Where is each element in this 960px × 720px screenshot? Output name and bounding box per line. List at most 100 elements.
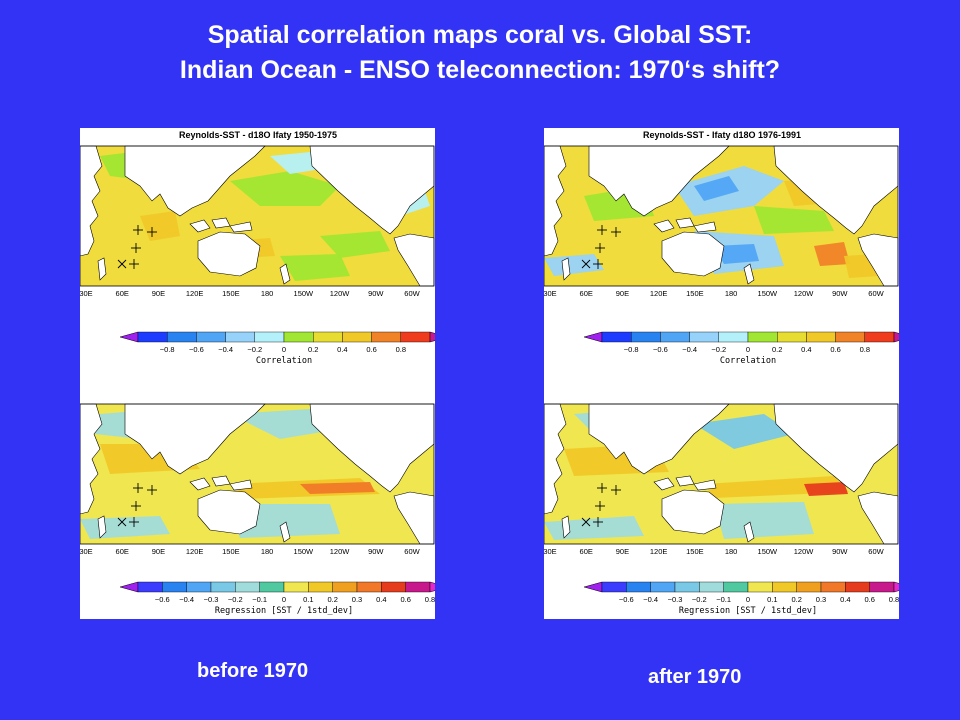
- colorbar-tick-label: 0.4: [840, 595, 850, 604]
- landmass: [80, 403, 103, 515]
- colorbar-swatch: [405, 581, 431, 593]
- lon-tick-label: 30E: [544, 289, 557, 298]
- colorbar-swatch: [776, 331, 807, 343]
- colorbar-tick-label: −0.6: [653, 345, 668, 354]
- colorbar-tick-label: 0.4: [376, 595, 386, 604]
- slide-title-line2: Indian Ocean - ENSO teleconnection: 1970…: [179, 56, 781, 84]
- lon-tick-label: 90W: [832, 547, 848, 556]
- colorbar-swatch: [283, 331, 314, 343]
- colorbar-tick-label: −0.4: [218, 345, 233, 354]
- colorbar-swatch: [167, 331, 197, 343]
- lon-tick-label: 150W: [758, 547, 779, 556]
- x-marker: [117, 259, 127, 269]
- lon-tick-label: 90E: [152, 547, 165, 556]
- colorbar-swatch: [723, 581, 749, 593]
- landmass: [97, 515, 107, 539]
- colorbar-tick-label: −0.3: [668, 595, 683, 604]
- landmass: [544, 403, 567, 515]
- landmass: [588, 403, 730, 475]
- colorbar-swatch: [835, 331, 866, 343]
- landmass: [653, 219, 675, 233]
- anomaly-region: [804, 482, 848, 496]
- landmass: [279, 263, 291, 285]
- colorbar-arrow-right: [429, 581, 435, 593]
- colorbar-swatch: [674, 581, 700, 593]
- colorbar-swatch: [689, 331, 719, 343]
- colorbar-tick-label: 0.8: [889, 595, 899, 604]
- colorbar-swatch: [308, 581, 333, 593]
- panel-title: Reynolds-SST - Ifaty d18O 1976-1991: [643, 130, 801, 140]
- anomaly-region: [140, 211, 180, 241]
- correlation-colorbar: −0.8 −0.6 −0.4 −0.2 0 0.2 0.4 0.6 0.8 Correlation: [583, 331, 899, 366]
- colorbar-tick-label: −0.1: [252, 595, 267, 604]
- anomaly-region: [694, 414, 794, 449]
- map-panel-after-1970: Reynolds-SST - Ifaty d18O 1976-1991 60N50…: [544, 128, 899, 619]
- colorbar-title: Regression [SST / 1std_dev]: [679, 606, 817, 616]
- colorbar-tick-label: −0.8: [624, 345, 639, 354]
- colorbar-swatch: [796, 581, 822, 593]
- landmass: [561, 515, 571, 539]
- landmass: [80, 145, 103, 257]
- panel-title: Reynolds-SST - d18O Ifaty 1950-1975: [179, 130, 337, 140]
- colorbar-swatch: [332, 581, 358, 593]
- colorbar-swatch: [235, 581, 260, 593]
- landmass: [588, 145, 730, 217]
- colorbar-tick-label: 0: [746, 595, 750, 604]
- lon-tick-label: 150W: [294, 547, 315, 556]
- lon-tick-label: 90E: [152, 289, 165, 298]
- colorbar-tick-label: −0.2: [247, 345, 262, 354]
- landmass: [124, 403, 266, 475]
- regression-colorbar: −0.6−0.4−0.3−0.2−0.100.10.20.30.40.60.81…: [583, 581, 899, 616]
- landmass: [197, 489, 261, 535]
- colorbar-arrow-right: [893, 331, 899, 343]
- lon-tick-label: 60E: [116, 289, 129, 298]
- landmass: [229, 221, 253, 233]
- colorbar-swatch: [718, 331, 749, 343]
- colorbar-tick-label: 0.8: [425, 595, 435, 604]
- anomaly-region: [300, 482, 375, 494]
- colorbar-swatch: [820, 581, 846, 593]
- lon-tick-label: 180: [261, 289, 274, 298]
- colorbar-arrow-left: [583, 581, 603, 593]
- colorbar-swatch: [137, 331, 168, 343]
- lon-tick-label: 120W: [794, 547, 815, 556]
- colorbar-tick-label: 0.8: [860, 345, 870, 354]
- anomaly-region: [714, 502, 814, 539]
- colorbar-swatch: [371, 331, 402, 343]
- map-frame: [80, 145, 435, 287]
- anomaly-region: [754, 206, 834, 234]
- lon-tick-label: 90W: [368, 289, 384, 298]
- colorbar-tick-label: 0: [282, 345, 286, 354]
- corr-map-right: 60N50N40N30N20N10NEQ10S20S30S40S30E60E90…: [544, 145, 899, 298]
- colorbar-tick-label: 0.2: [327, 595, 337, 604]
- reg-map-right: 60N50N40N30N20N10NEQ10S20S30S40S30E60E90…: [544, 403, 899, 556]
- anomaly-region: [814, 242, 850, 266]
- colorbar-swatch: [225, 331, 255, 343]
- colorbar-tick-label: 0.2: [308, 345, 318, 354]
- x-marker: [581, 259, 591, 269]
- colorbar-tick-label: 0.4: [337, 345, 347, 354]
- colorbar-swatch: [631, 331, 661, 343]
- lon-tick-label: 60W: [868, 289, 884, 298]
- colorbar-arrow-left: [119, 331, 139, 343]
- colorbar-tick-label: 0.6: [400, 595, 410, 604]
- colorbar-tick-label: 0.3: [352, 595, 362, 604]
- lon-tick-label: 30E: [544, 547, 557, 556]
- colorbar-swatch: [601, 331, 632, 343]
- lon-tick-label: 60W: [404, 289, 420, 298]
- colorbar-swatch: [869, 581, 895, 593]
- lon-tick-label: 120W: [794, 289, 815, 298]
- colorbar-swatch: [864, 331, 895, 343]
- colorbar-tick-label: 0: [282, 595, 286, 604]
- slide-title-line1: Spatial correlation maps coral vs. Globa…: [207, 21, 753, 49]
- lon-tick-label: 120W: [330, 289, 351, 298]
- lon-tick-label: 90E: [616, 547, 629, 556]
- caption-after-1970: after 1970: [648, 666, 742, 688]
- lon-tick-label: 150E: [686, 289, 704, 298]
- anomaly-region: [544, 254, 604, 276]
- landmass: [653, 477, 675, 491]
- colorbar-tick-label: 0.6: [864, 595, 874, 604]
- regression-colorbar: −0.6−0.4−0.3−0.2−0.100.10.20.30.40.60.81…: [119, 581, 435, 616]
- colorbar-title: Correlation: [256, 356, 312, 366]
- colorbar-tick-label: −0.4: [682, 345, 697, 354]
